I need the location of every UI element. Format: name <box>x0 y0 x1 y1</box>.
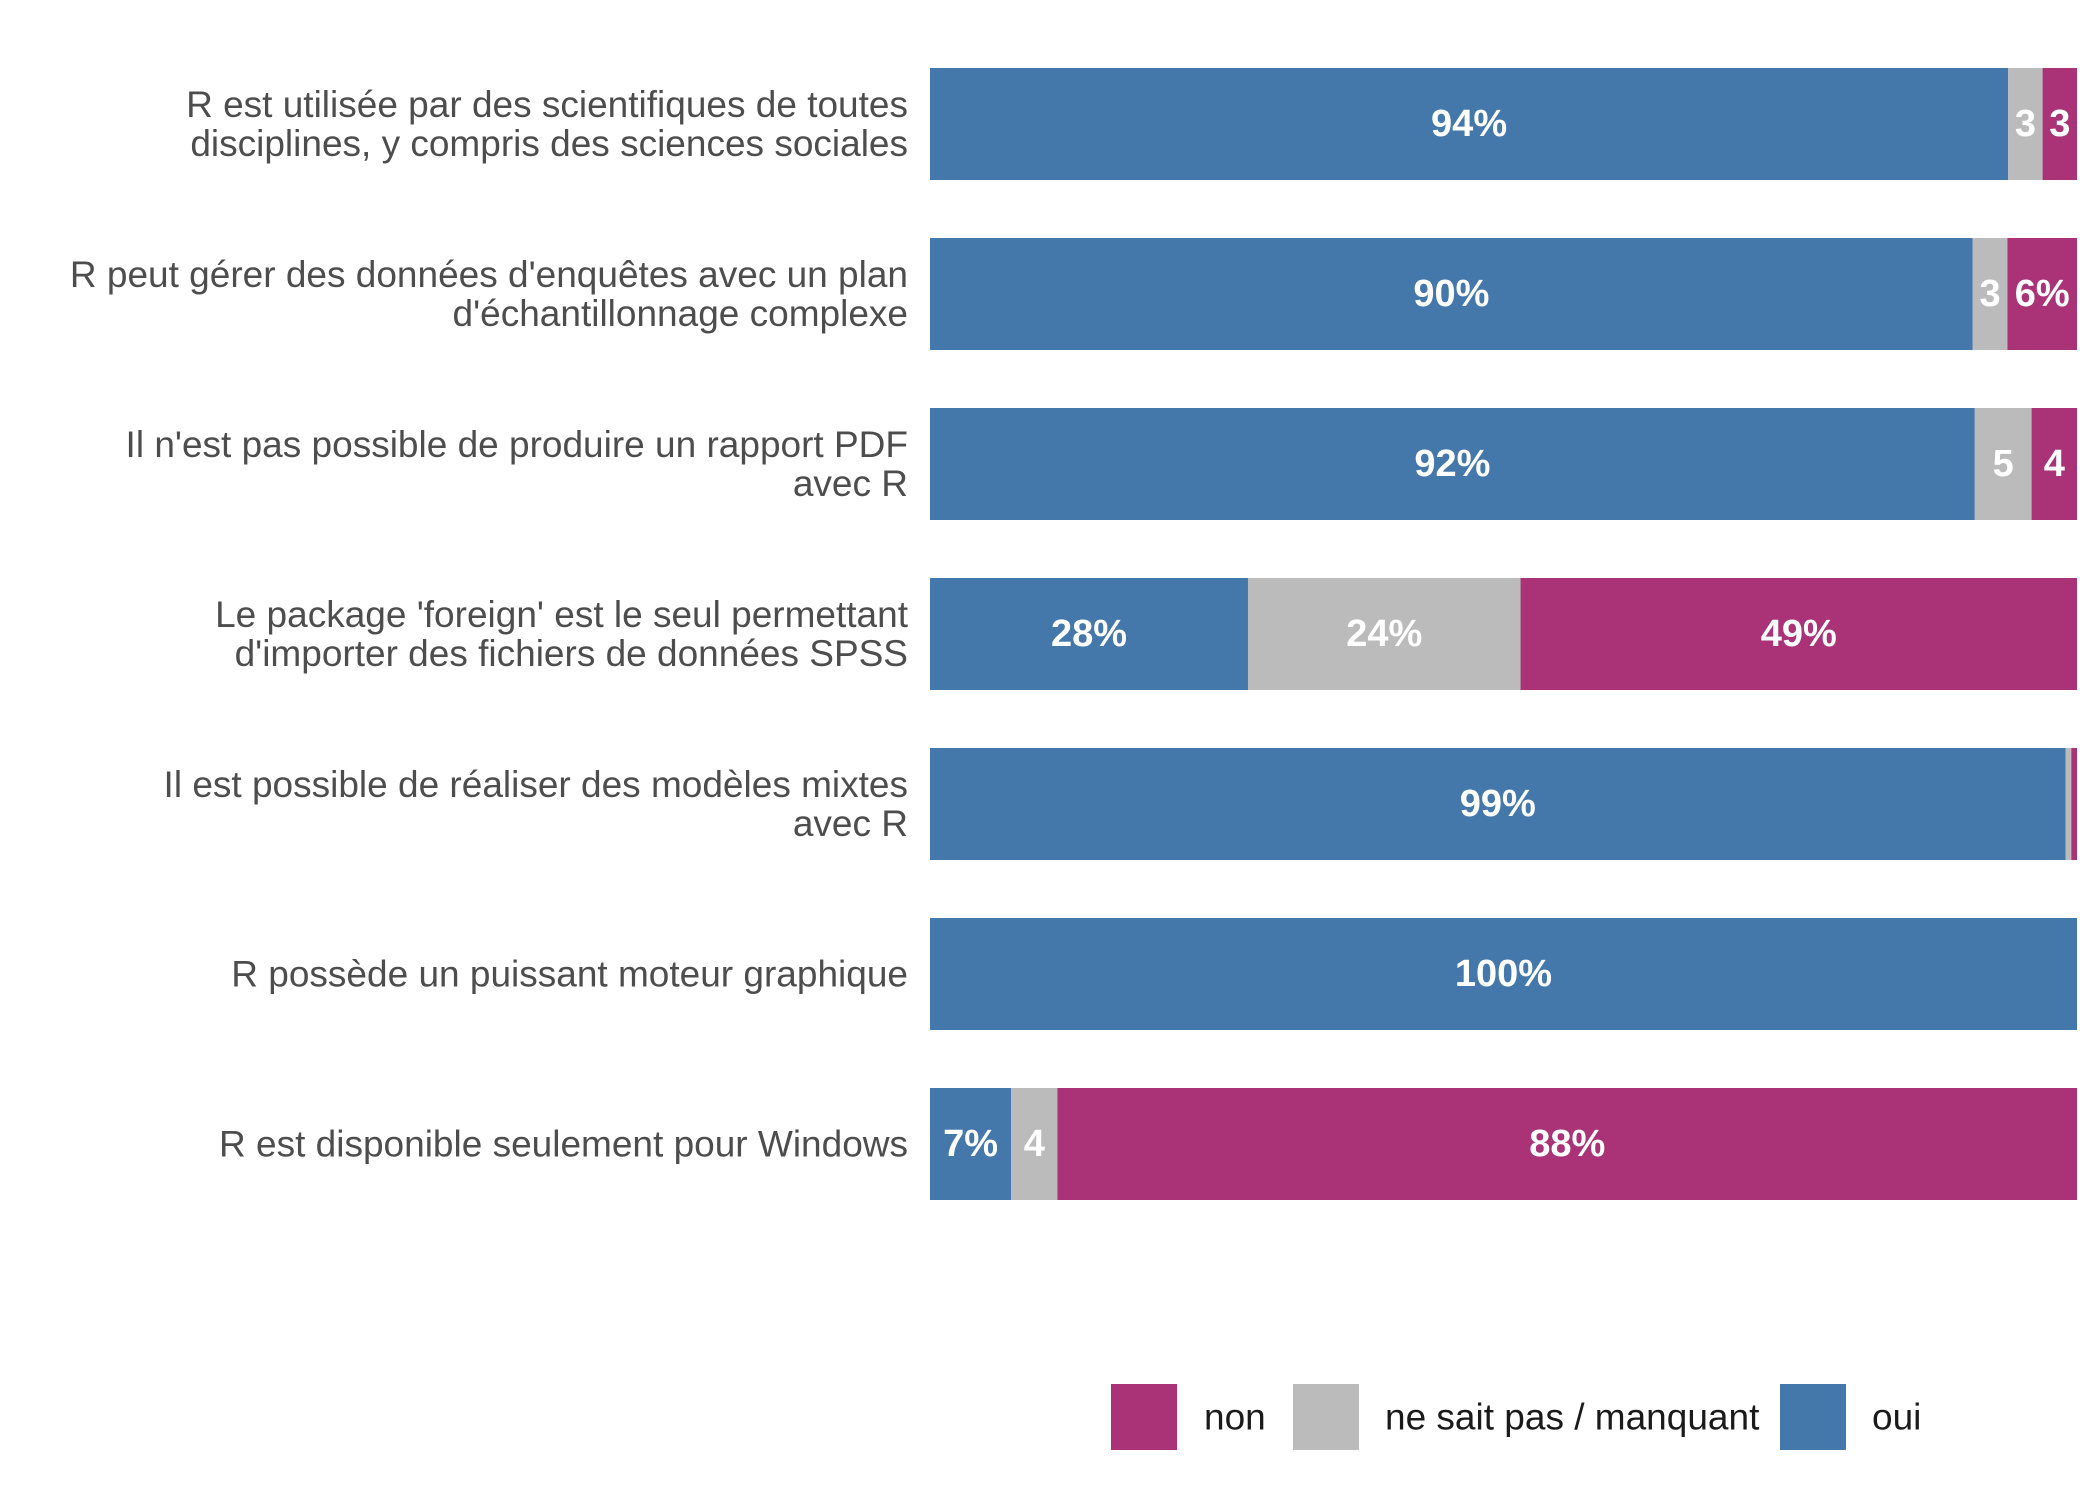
bar-segment-non <box>2071 748 2077 860</box>
data-label: 49% <box>1761 613 1837 655</box>
category-label: R peut gérer des données d'enquêtes avec… <box>70 254 908 295</box>
legend-key <box>1111 1384 1177 1450</box>
bar-segment-ne-sait-pas-manquant <box>1974 408 2032 520</box>
bar-segment-oui <box>930 1088 1012 1200</box>
bars-layer: 94% 3 390% 3 6%92% 5 428% 24% 49%99%100%7% 4 88% <box>930 68 2077 1200</box>
data-label: 6% <box>2015 273 2070 315</box>
data-label: 7% <box>943 1123 998 1165</box>
bar-segment-oui <box>930 748 2066 860</box>
data-label: 4 <box>1024 1123 1045 1165</box>
category-label: Il n'est pas possible de produire un rap… <box>126 424 908 465</box>
bar-segment-ne-sait-pas-manquant <box>2065 748 2072 860</box>
bar-segment-non <box>2042 68 2077 180</box>
data-label: 88% <box>1529 1123 1605 1165</box>
data-label: 5 <box>1993 443 2014 485</box>
data-label: 3 <box>2049 103 2070 145</box>
data-label: 99% <box>1460 783 1536 825</box>
bar-segment-oui <box>930 68 2009 180</box>
legend-key <box>1780 1384 1846 1450</box>
category-label: R est utilisée par des scientifiques de … <box>186 84 908 125</box>
bar-segment-non <box>1520 578 2077 690</box>
legend: non ne sait pas / manquant oui <box>1111 1384 1921 1450</box>
category-label: R possède un puissant moteur graphique <box>231 954 908 995</box>
bar-segment-non <box>1057 1088 2077 1200</box>
bar-segment-oui <box>930 238 1973 350</box>
legend-key <box>1293 1384 1359 1450</box>
bar-segment-ne-sait-pas-manquant <box>1972 238 2008 350</box>
data-label: 4 <box>2044 443 2065 485</box>
bar-segment-non <box>2007 238 2077 350</box>
category-labels-layer: R est utilisée par des scientifiques de … <box>70 84 909 1165</box>
legend-label: oui <box>1872 1397 1921 1438</box>
data-label: 28% <box>1051 613 1127 655</box>
data-label: 92% <box>1414 443 1490 485</box>
category-label: d'échantillonnage complexe <box>453 293 909 334</box>
bar-segment-ne-sait-pas-manquant <box>1247 578 1521 690</box>
category-label: Il est possible de réaliser des modèles … <box>164 764 908 805</box>
bar-segment-oui <box>930 578 1248 690</box>
data-label: 24% <box>1346 613 1422 655</box>
legend-label: non <box>1204 1397 1266 1438</box>
bar-segment-ne-sait-pas-manquant <box>2008 68 2043 180</box>
category-label: Le package 'foreign' est le seul permett… <box>215 594 909 635</box>
bar-segment-non <box>2031 408 2077 520</box>
bar-segment-oui <box>930 918 2077 1030</box>
data-label: 3 <box>2015 103 2036 145</box>
data-label: 94% <box>1431 103 1507 145</box>
bar-segment-ne-sait-pas-manquant <box>1011 1088 1058 1200</box>
category-label: disciplines, y compris des sciences soci… <box>190 123 908 164</box>
data-label: 90% <box>1413 273 1489 315</box>
data-label: 3 <box>1980 273 2001 315</box>
category-label: avec R <box>793 803 908 844</box>
category-label: avec R <box>793 463 908 504</box>
category-label: d'importer des fichiers de données SPSS <box>235 633 908 674</box>
legend-label: ne sait pas / manquant <box>1385 1397 1760 1438</box>
category-label: R est disponible seulement pour Windows <box>219 1124 908 1165</box>
data-label: 100% <box>1455 953 1552 995</box>
bar-segment-oui <box>930 408 1975 520</box>
